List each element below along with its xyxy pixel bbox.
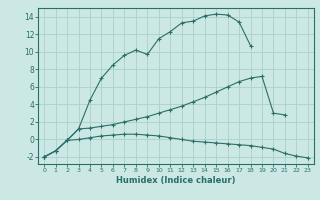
X-axis label: Humidex (Indice chaleur): Humidex (Indice chaleur) (116, 176, 236, 185)
